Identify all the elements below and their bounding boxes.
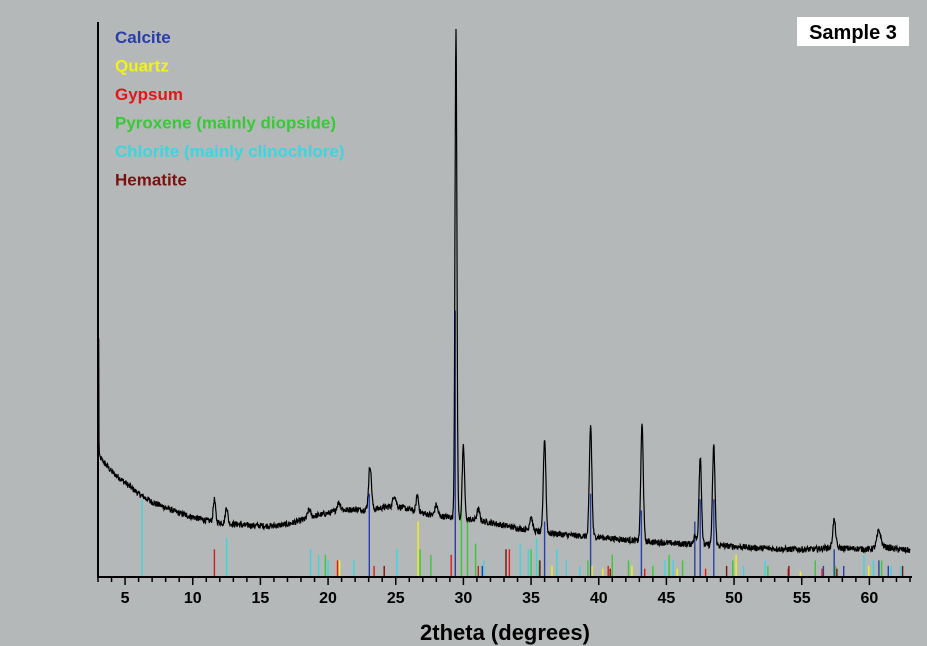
legend-item: Gypsum <box>115 85 183 104</box>
axes-group: 5 10 15 20 25 30 35 40 45 50 55 60 <box>97 22 912 607</box>
legend-item: Calcite <box>115 28 171 47</box>
legend-item: Pyroxene (mainly diopside) <box>115 114 336 133</box>
legend-item: Quartz <box>115 57 169 76</box>
x-tick-label: 45 <box>658 590 676 607</box>
x-tick-label: 35 <box>522 590 540 607</box>
sample-title: Sample 3 <box>809 22 897 44</box>
diffraction-trace <box>98 28 911 555</box>
x-tick-label: 25 <box>387 590 405 607</box>
x-axis-label: 2theta (degrees) <box>420 620 590 645</box>
legend-item: Hematite <box>115 171 187 190</box>
x-tick-label: 50 <box>725 590 743 607</box>
x-tick-label: 5 <box>121 590 130 607</box>
x-tick-label: 60 <box>861 590 879 607</box>
reference-lines-group <box>141 310 904 577</box>
legend: Calcite Quartz Gypsum Pyroxene (mainly diop… <box>115 28 345 190</box>
sample-title-box: Sample 3 <box>797 17 909 46</box>
legend-item: Chlorite (mainly clinochlore) <box>115 142 345 161</box>
x-tick-label: 30 <box>455 590 473 607</box>
x-tick-label: 55 <box>793 590 811 607</box>
x-tick-label: 10 <box>184 590 202 607</box>
sample-title-background <box>797 17 909 46</box>
x-ticks-group: 5 10 15 20 25 30 35 40 45 50 55 60 <box>97 577 911 607</box>
x-tick-label: 15 <box>252 590 270 607</box>
x-tick-label: 20 <box>319 590 337 607</box>
x-tick-label: 40 <box>590 590 608 607</box>
